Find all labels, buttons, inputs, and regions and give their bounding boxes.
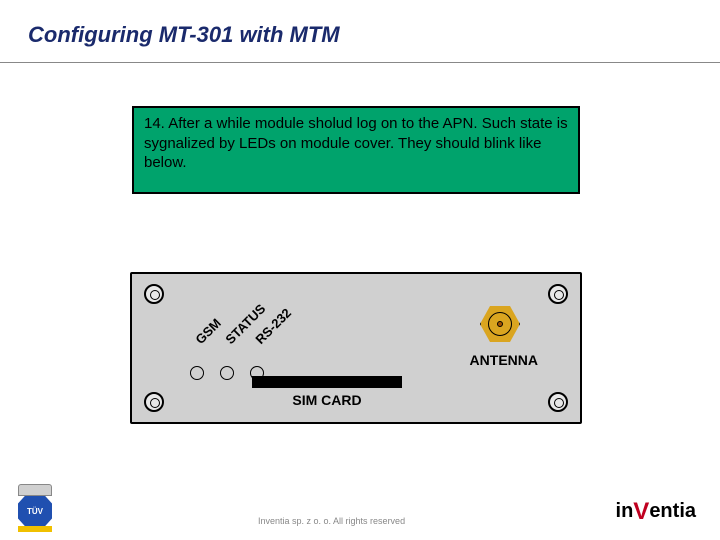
screw-icon bbox=[548, 284, 568, 304]
tuv-bottom-icon bbox=[18, 526, 52, 532]
sma-pin-icon bbox=[497, 321, 503, 327]
led-label-gsm: GSM bbox=[192, 315, 224, 347]
tuv-octagon-icon: TÜV bbox=[18, 496, 52, 526]
instruction-box: 14. After a while module sholud log on t… bbox=[132, 106, 580, 194]
antenna-connector bbox=[480, 304, 520, 344]
logo-post: entia bbox=[649, 500, 696, 522]
instruction-text: After a while module sholud log on to th… bbox=[144, 115, 568, 171]
led-gsm bbox=[190, 366, 204, 380]
led-block: GSM STATUS RS-232 bbox=[184, 284, 324, 380]
step-number: 14. bbox=[144, 115, 165, 132]
title-divider bbox=[0, 62, 720, 63]
sim-label: SIM CARD bbox=[252, 392, 402, 408]
tuv-top-icon bbox=[18, 484, 52, 496]
footer-copyright: Inventia sp. z o. o. All rights reserved bbox=[258, 516, 405, 526]
page-title: Configuring MT-301 with MTM bbox=[28, 22, 340, 48]
screw-icon bbox=[548, 392, 568, 412]
tuv-badge: TÜV bbox=[18, 484, 52, 530]
screw-icon bbox=[144, 392, 164, 412]
logo-accent: V bbox=[633, 498, 649, 525]
sim-slot-icon bbox=[252, 376, 402, 388]
screw-icon bbox=[144, 284, 164, 304]
device-cover: GSM STATUS RS-232 ANTENNA SIM CARD bbox=[130, 272, 582, 424]
inventia-logo: inVentia bbox=[616, 498, 696, 526]
logo-pre: in bbox=[616, 500, 634, 522]
antenna-label: ANTENNA bbox=[470, 352, 538, 368]
sim-slot: SIM CARD bbox=[252, 376, 402, 412]
led-status bbox=[220, 366, 234, 380]
